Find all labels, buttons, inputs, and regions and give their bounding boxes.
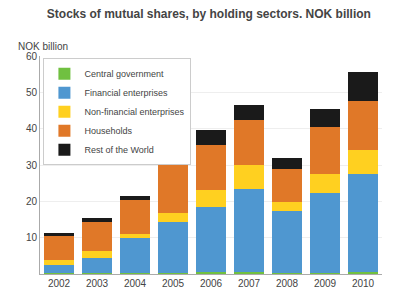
svg-text:2008: 2008	[276, 278, 299, 289]
svg-text:2003: 2003	[86, 278, 109, 289]
svg-text:NOK billion: NOK billion	[18, 41, 68, 52]
svg-text:2007: 2007	[238, 278, 261, 289]
svg-text:40: 40	[26, 123, 38, 134]
svg-text:10: 10	[26, 232, 38, 243]
svg-text:60: 60	[26, 51, 38, 62]
svg-text:Financial enterprises: Financial enterprises	[84, 88, 168, 98]
svg-text:2010: 2010	[352, 278, 375, 289]
svg-text:Stocks of mutual shares, by ho: Stocks of mutual shares, by holding sect…	[47, 7, 371, 21]
svg-text:30: 30	[26, 160, 38, 171]
svg-text:2006: 2006	[200, 278, 223, 289]
svg-text:2009: 2009	[314, 278, 337, 289]
svg-text:2005: 2005	[162, 278, 185, 289]
svg-text:Central government: Central government	[84, 69, 164, 79]
svg-text:Households: Households	[84, 126, 132, 136]
svg-text:20: 20	[26, 196, 38, 207]
svg-text:50: 50	[26, 87, 38, 98]
svg-text:Rest of the World: Rest of the World	[84, 145, 153, 155]
svg-text:2004: 2004	[124, 278, 147, 289]
svg-text:Non-financial enterprises: Non-financial enterprises	[84, 107, 184, 117]
svg-text:2002: 2002	[48, 278, 71, 289]
